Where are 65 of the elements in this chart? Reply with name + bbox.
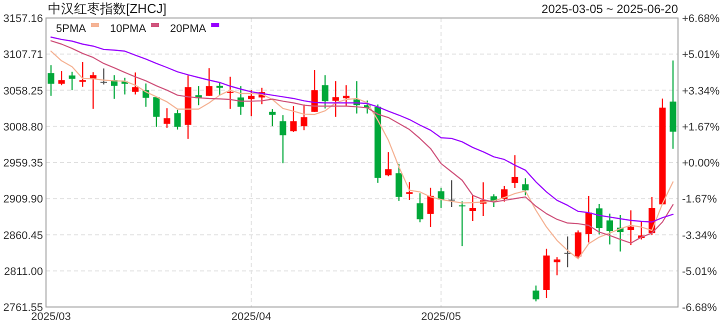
candlestick — [332, 80, 339, 118]
candlestick — [532, 284, 540, 302]
y2-tick-label: +1.67% — [682, 121, 720, 134]
candlestick — [280, 114, 286, 164]
x-tick-label: 2025/03 — [31, 311, 71, 320]
candlestick — [427, 187, 434, 228]
candlestick — [216, 82, 223, 96]
y-tick-label: 3107.71 — [3, 49, 43, 62]
candlestick — [153, 96, 160, 128]
candlestick — [385, 152, 392, 177]
y2-tick-label: +3.34% — [682, 85, 720, 98]
candlestick — [606, 213, 614, 246]
y2-tick-label: -6.68% — [682, 302, 718, 314]
candlestick — [512, 154, 518, 189]
candlestick — [322, 74, 328, 110]
y-tick-label: 2860.45 — [3, 230, 43, 242]
x-tick-label: 2025/04 — [231, 311, 272, 320]
candlestick — [164, 108, 170, 128]
y2-tick-label: -5.01% — [682, 266, 718, 278]
chart-subtitle: 2025-03-05 ~ 2025-06-20 — [542, 2, 678, 16]
candlestick — [448, 180, 455, 208]
y2-tick-label: +0.00% — [682, 158, 720, 170]
candlestick — [132, 72, 139, 96]
candlestick — [469, 194, 476, 222]
candlestick — [68, 71, 76, 91]
legend-label: 10PMA — [110, 23, 147, 35]
y2-tick-label: -1.67% — [682, 194, 718, 206]
candlestick — [206, 68, 212, 96]
chart-title: 中汉红枣指数[ZHCJ] — [48, 1, 166, 16]
y2-tick-label: +6.68% — [682, 13, 720, 25]
y-tick-label: 2811.00 — [4, 266, 43, 278]
y-tick-label: 2761.55 — [3, 302, 43, 314]
candlestick — [226, 76, 234, 110]
candlestick — [596, 203, 602, 236]
candlestick — [79, 61, 86, 88]
candlestick — [564, 236, 571, 268]
x-tick-label: 2025/05 — [421, 311, 461, 320]
y-tick-label: 3008.80 — [3, 121, 43, 134]
y2-tick-label: +5.01% — [682, 49, 720, 62]
candlestick — [58, 70, 65, 86]
y-tick-label: 2959.35 — [3, 158, 43, 170]
candlestick — [269, 108, 276, 127]
y-tick-label: 3157.16 — [3, 13, 43, 25]
candlestick — [406, 182, 413, 200]
y-tick-label: 2909.90 — [3, 194, 43, 206]
candlestick — [458, 200, 466, 247]
legend-label: 20PMA — [170, 23, 207, 35]
candlestick — [311, 70, 318, 112]
candlestick — [248, 90, 255, 117]
y-tick-label: 3058.25 — [3, 85, 43, 98]
candlestick — [438, 187, 444, 209]
candlestick — [416, 192, 424, 223]
legend-label: 5PMA — [56, 23, 87, 35]
y2-tick-label: -3.34% — [682, 230, 718, 242]
candlestick — [585, 195, 592, 244]
candlestick — [396, 163, 402, 202]
candlestick — [90, 72, 96, 110]
candlestick — [290, 106, 297, 132]
candlestick — [522, 178, 529, 196]
candlestick — [300, 104, 308, 131]
candlestick — [628, 210, 634, 246]
candlestick — [100, 68, 107, 86]
candlestick — [48, 64, 54, 96]
candlestick — [174, 109, 181, 130]
candlestick — [554, 256, 560, 276]
